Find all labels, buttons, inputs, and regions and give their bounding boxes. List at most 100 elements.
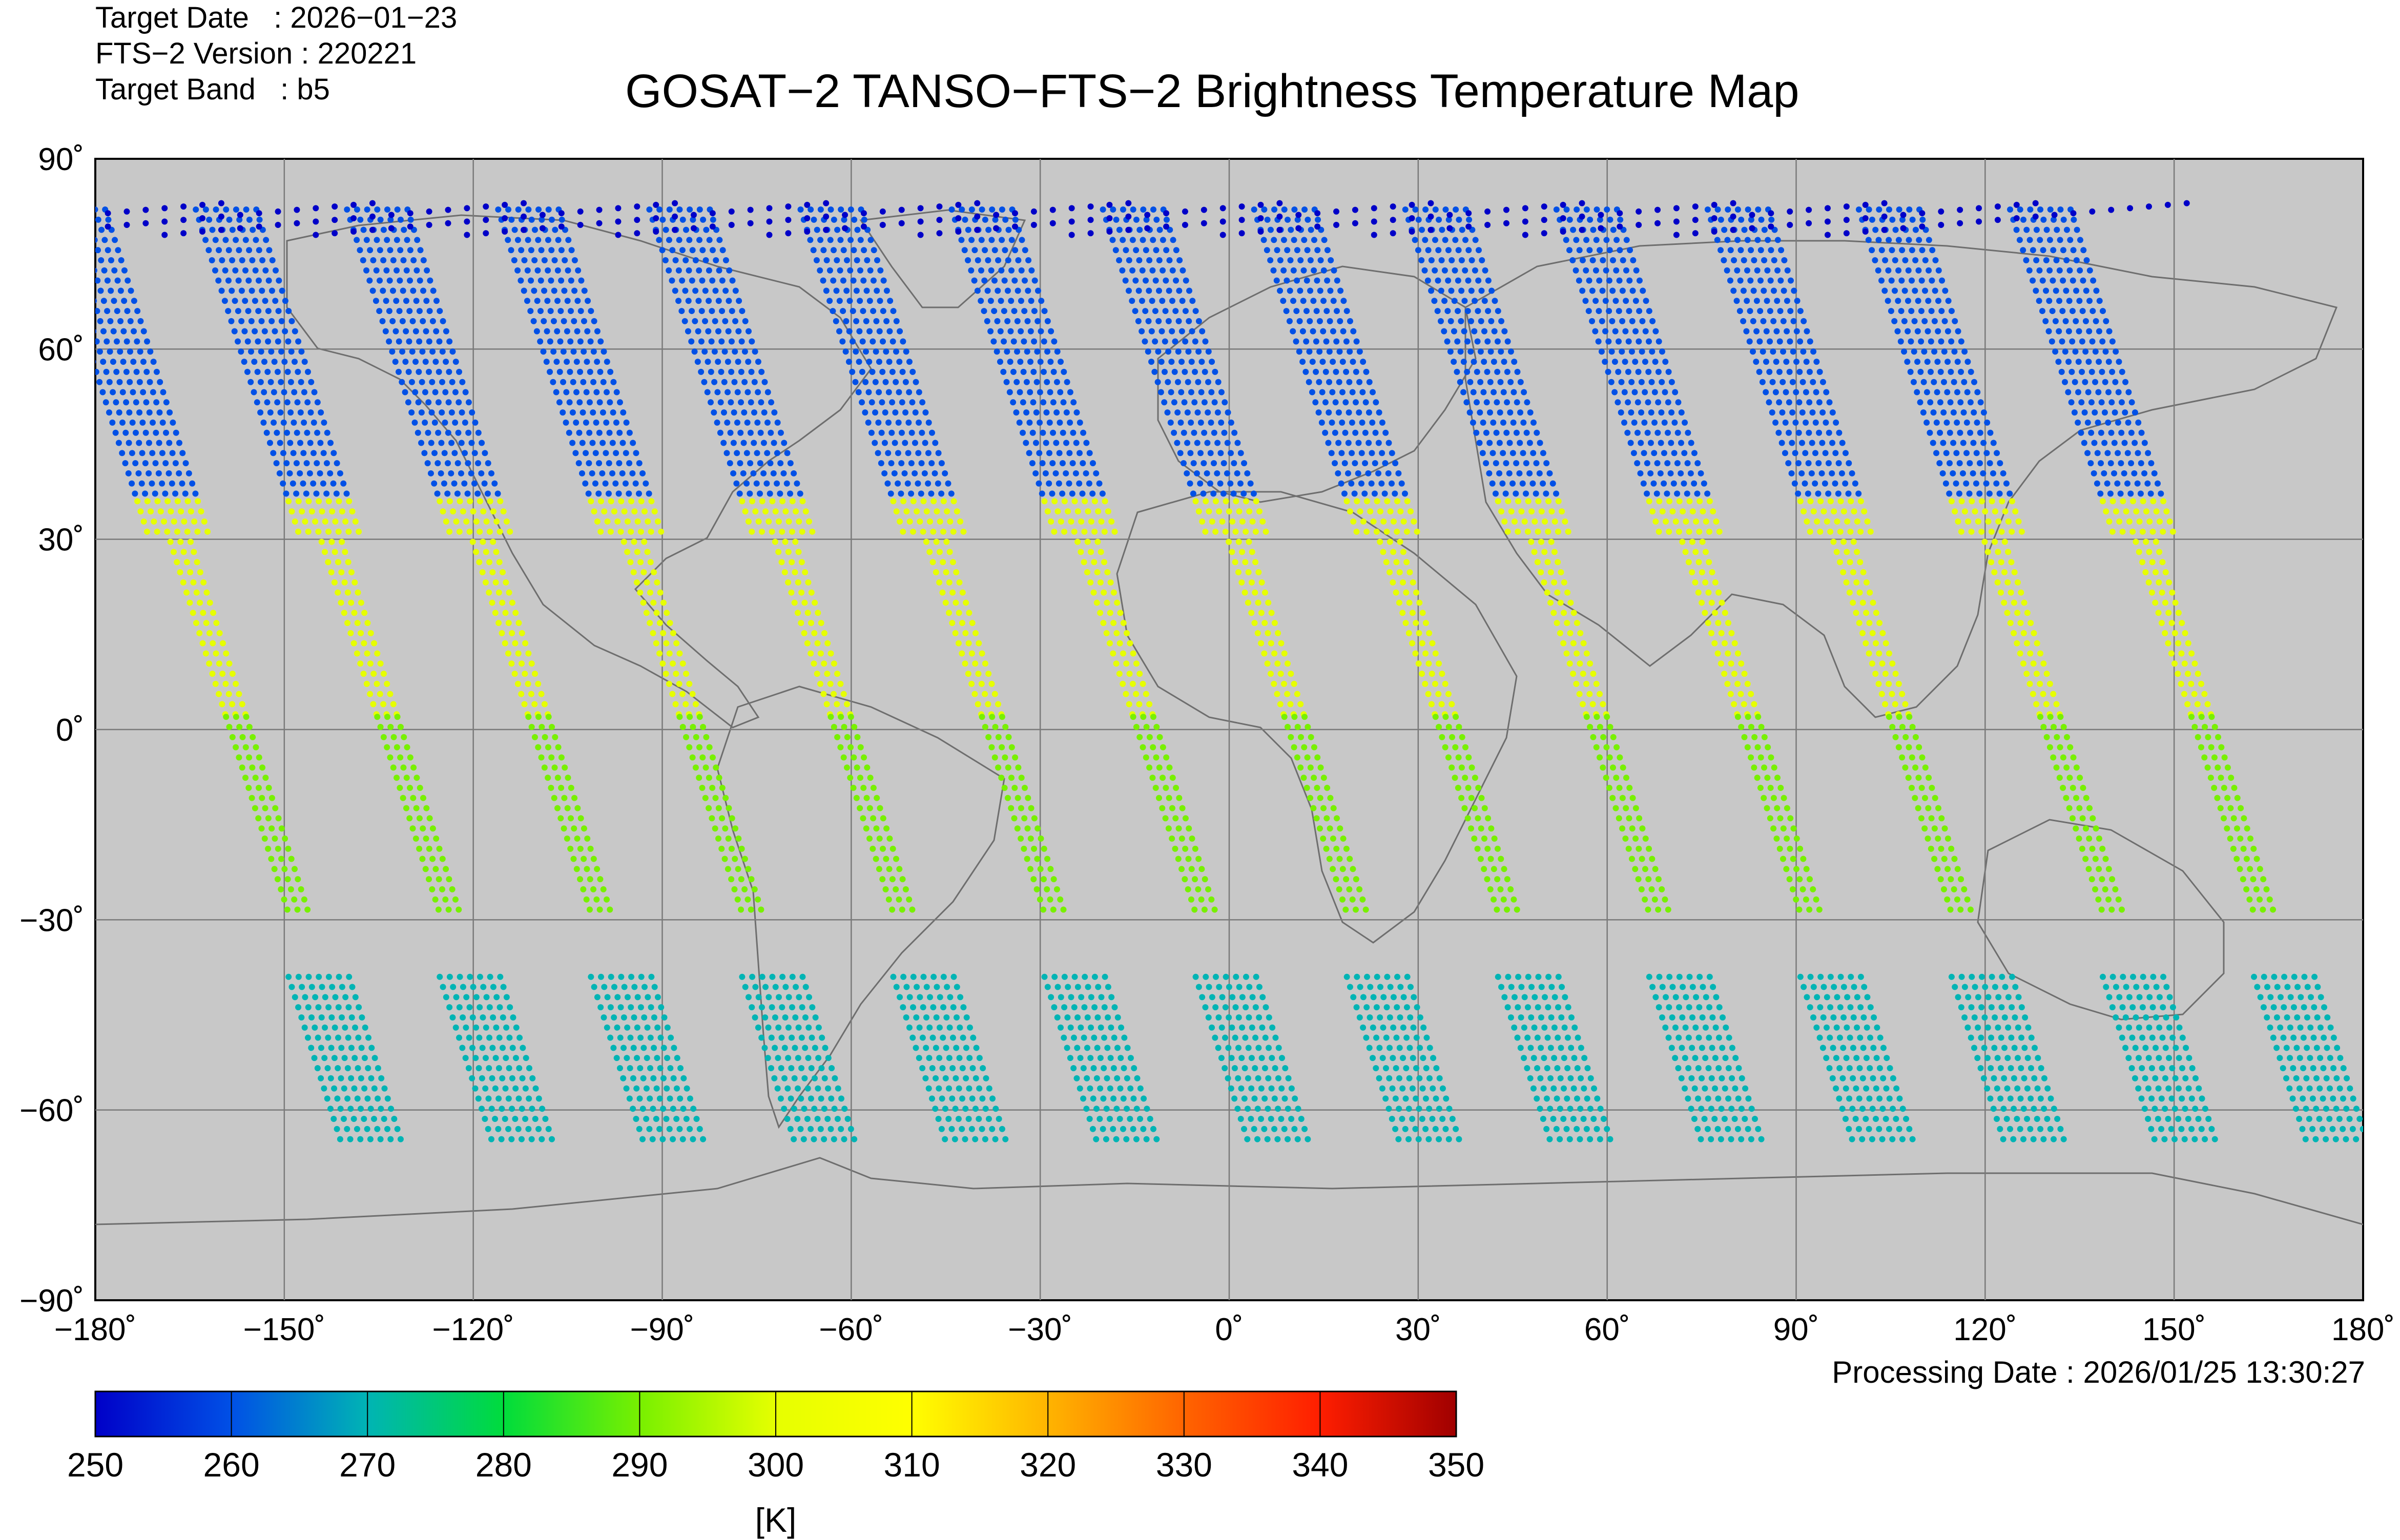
observation-point	[1158, 359, 1165, 365]
observation-point	[162, 490, 169, 497]
observation-point	[153, 429, 159, 436]
observation-point	[253, 237, 259, 243]
observation-point	[900, 338, 906, 345]
observation-point	[121, 298, 128, 304]
observation-point	[525, 237, 531, 243]
observation-point	[1174, 379, 1181, 385]
observation-point	[865, 389, 872, 396]
observation-point	[960, 1004, 967, 1011]
observation-point	[339, 984, 345, 990]
observation-point	[1432, 714, 1439, 720]
observation-point	[747, 206, 754, 213]
observation-point	[443, 518, 449, 525]
observation-point	[354, 1095, 361, 1102]
observation-point	[596, 206, 603, 213]
observation-point	[1579, 200, 1585, 206]
observation-point	[1048, 328, 1054, 335]
observation-point	[1098, 1024, 1104, 1031]
observation-point	[1416, 1075, 1423, 1081]
observation-point	[698, 308, 705, 315]
observation-point	[758, 399, 764, 406]
observation-point	[1742, 1085, 1749, 1092]
observation-point	[1130, 1095, 1137, 1102]
observation-point	[928, 1095, 935, 1102]
observation-point	[1144, 1106, 1150, 1112]
observation-point	[1198, 896, 1205, 903]
observation-point	[550, 379, 556, 385]
observation-point	[1145, 318, 1152, 324]
observation-point	[1563, 206, 1570, 213]
observation-point	[1410, 1055, 1416, 1062]
observation-point	[1494, 399, 1500, 406]
observation-point	[1540, 480, 1546, 487]
observation-point	[1089, 490, 1096, 497]
observation-point	[260, 419, 267, 426]
observation-point	[1085, 984, 1091, 990]
observation-point	[429, 348, 436, 355]
observation-point	[944, 984, 950, 990]
observation-point	[1593, 237, 1600, 243]
observation-point	[1201, 429, 1208, 436]
observation-point	[1035, 825, 1041, 832]
observation-point	[500, 1045, 506, 1051]
observation-point	[539, 1106, 546, 1112]
observation-point	[275, 221, 281, 228]
observation-point	[692, 701, 699, 707]
observation-point	[1494, 906, 1500, 913]
observation-point	[798, 1095, 804, 1102]
observation-point	[322, 518, 328, 525]
observation-point	[1288, 226, 1294, 233]
observation-point	[273, 460, 280, 467]
observation-point	[1732, 1055, 1739, 1062]
observation-point	[1494, 845, 1501, 852]
observation-point	[601, 984, 608, 990]
observation-point	[436, 876, 442, 883]
observation-point	[1374, 973, 1380, 980]
observation-point	[338, 569, 345, 576]
observation-point	[316, 973, 322, 980]
observation-point	[1466, 216, 1473, 223]
observation-point	[459, 1045, 466, 1051]
observation-point	[1394, 498, 1401, 505]
observation-point	[528, 1136, 535, 1142]
observation-point	[1455, 247, 1462, 254]
observation-point	[1619, 348, 1625, 355]
observation-point	[541, 287, 548, 294]
observation-point	[443, 359, 449, 365]
observation-point	[1040, 399, 1047, 406]
observation-point	[1110, 589, 1117, 596]
observation-point	[959, 589, 966, 596]
observation-point	[634, 549, 640, 555]
observation-point	[505, 237, 511, 243]
observation-point	[439, 348, 446, 355]
observation-point	[1153, 247, 1160, 254]
observation-point	[578, 277, 585, 284]
observation-point	[275, 338, 281, 345]
observation-point	[359, 1014, 365, 1021]
observation-point	[1570, 610, 1577, 616]
observation-point	[365, 1065, 371, 1071]
observation-point	[798, 559, 805, 566]
observation-point	[952, 630, 959, 636]
observation-point	[412, 835, 419, 842]
observation-point	[1409, 1115, 1416, 1122]
observation-point	[604, 994, 611, 1001]
observation-point	[466, 1034, 472, 1041]
observation-point	[590, 856, 597, 862]
observation-point	[922, 440, 928, 446]
observation-point	[1188, 419, 1194, 426]
observation-point	[1698, 1136, 1704, 1142]
observation-point	[342, 549, 348, 555]
observation-point	[1468, 764, 1475, 771]
observation-point	[1350, 328, 1357, 335]
observation-point	[1452, 775, 1458, 781]
observation-point	[1261, 1065, 1268, 1071]
observation-point	[846, 298, 853, 304]
observation-point	[459, 409, 465, 416]
observation-point	[206, 599, 213, 606]
observation-point	[732, 318, 739, 324]
observation-point	[252, 775, 259, 781]
observation-point	[1532, 994, 1538, 1001]
observation-point	[103, 368, 110, 375]
observation-point	[676, 1126, 683, 1132]
